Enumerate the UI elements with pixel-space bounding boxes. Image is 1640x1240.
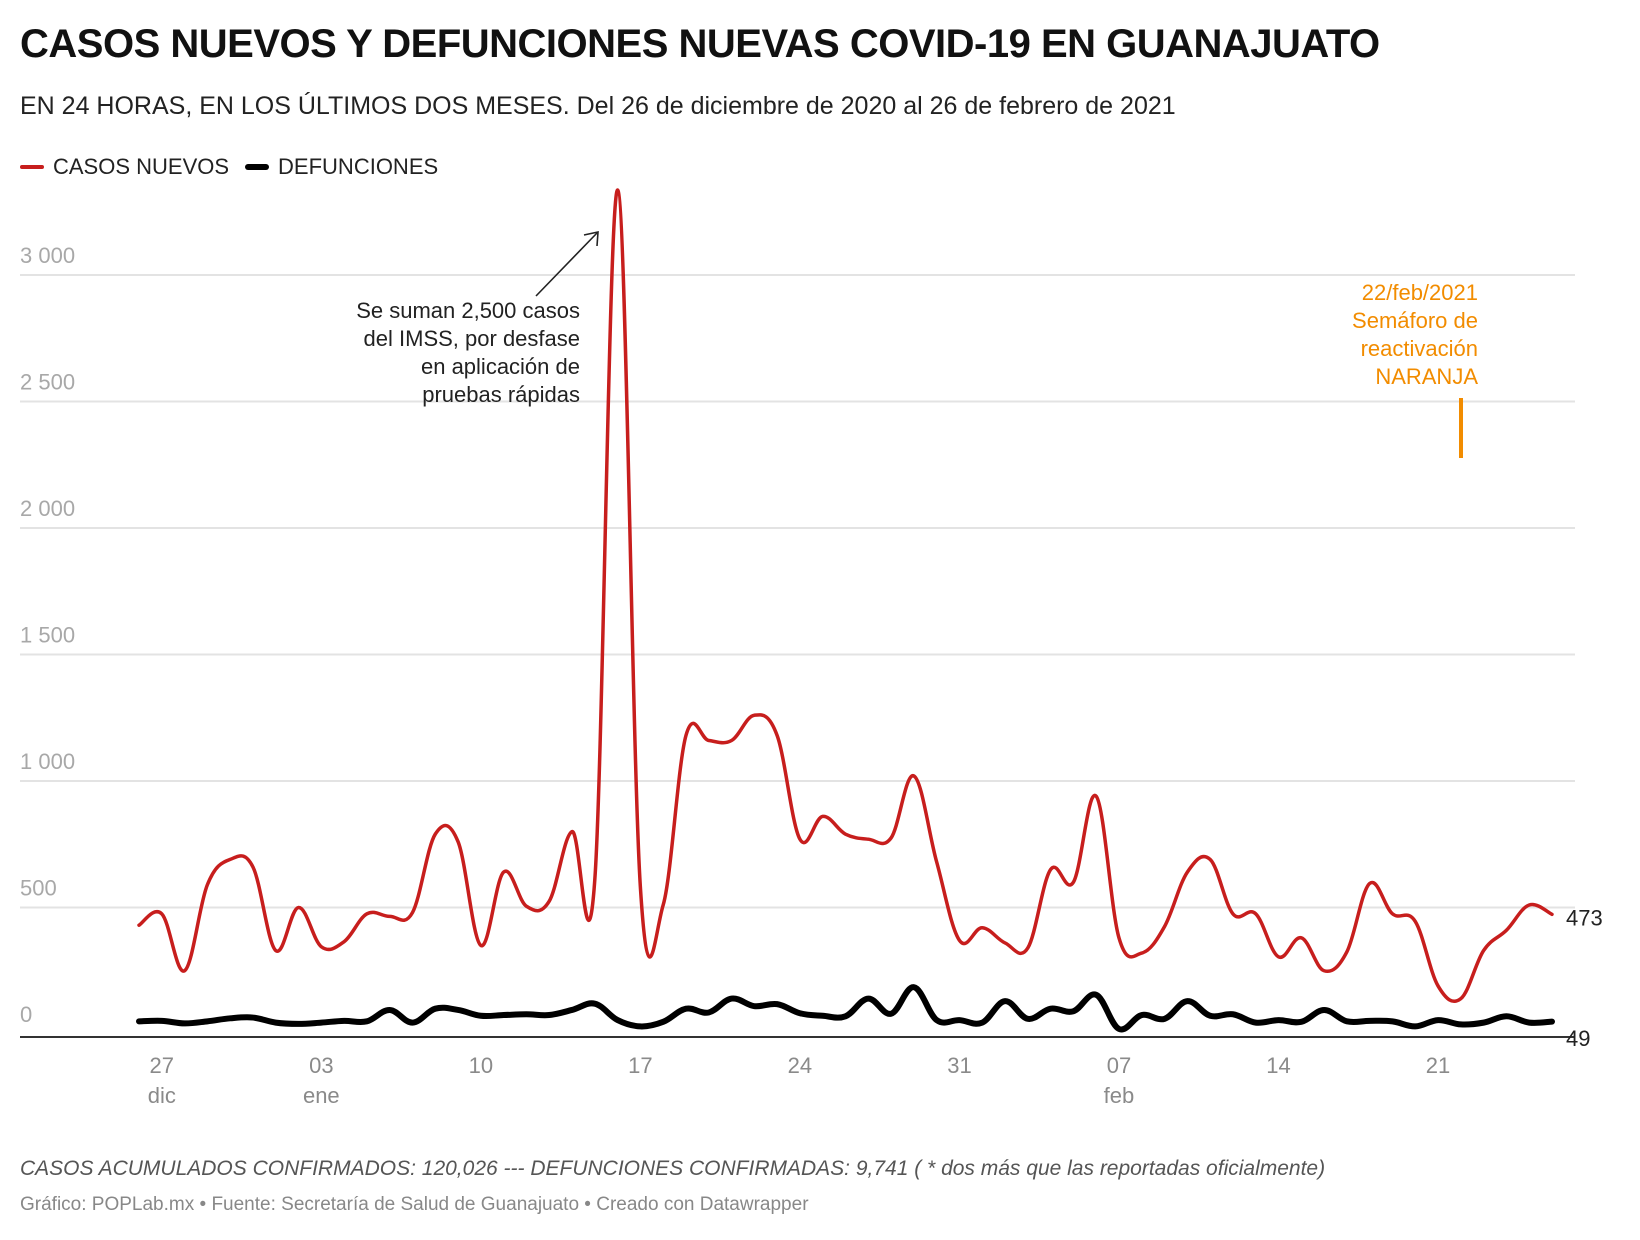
footer-byline: Gráfico: POPLab.mx • Fuente: Secretaría … [20, 1194, 809, 1215]
legend-item-defunciones: DEFUNCIONES [245, 154, 438, 180]
annotation-arrow [535, 232, 598, 297]
x-tick-label: 21 [1426, 1053, 1450, 1078]
annotation-semaforo-text: reactivación [1361, 336, 1478, 361]
x-tick-label: 31 [947, 1053, 971, 1078]
annotation-arrowhead [583, 230, 599, 247]
x-tick-sublabel: feb [1104, 1083, 1135, 1108]
legend-swatch-defunciones [245, 164, 270, 170]
annotation-imss-text: pruebas rápidas [422, 382, 580, 407]
end-label-defunciones: 49 [1566, 1026, 1590, 1051]
x-tick-label: 03 [309, 1053, 333, 1078]
legend-label-defunciones: DEFUNCIONES [278, 154, 439, 179]
series-line-casos [137, 188, 1554, 1003]
x-tick-label: 14 [1266, 1053, 1290, 1078]
y-tick-label: 1 000 [20, 749, 75, 774]
annotation-imss-text: Se suman 2,500 casos [356, 298, 580, 323]
x-tick-sublabel: ene [303, 1083, 340, 1108]
legend-label-casos: CASOS NUEVOS [53, 154, 230, 179]
x-tick-label: 27 [150, 1053, 174, 1078]
annotation-semaforo-text: NARANJA [1375, 364, 1478, 389]
legend-item-casos: CASOS NUEVOS [20, 154, 229, 180]
x-tick-label: 17 [628, 1053, 652, 1078]
end-label-casos: 473 [1566, 905, 1603, 930]
y-tick-label: 2 500 [20, 370, 75, 395]
legend-swatch-casos [20, 165, 44, 169]
y-tick-label: 3 000 [20, 243, 75, 268]
footer-notes: CASOS ACUMULADOS CONFIRMADOS: 120,026 --… [20, 1157, 1326, 1180]
annotation-imss-text: del IMSS, por desfase [364, 326, 580, 351]
x-tick-label: 07 [1107, 1053, 1131, 1078]
annotation-semaforo-text: 22/feb/2021 [1362, 280, 1478, 305]
x-tick-label: 24 [788, 1053, 812, 1078]
x-tick-label: 10 [469, 1053, 493, 1078]
series-line-defunciones [136, 984, 1555, 1033]
y-tick-label: 2 000 [20, 496, 75, 521]
x-tick-sublabel: dic [148, 1083, 176, 1108]
annotation-imss-text: en aplicación de [421, 354, 580, 379]
chart-title: CASOS NUEVOS Y DEFUNCIONES NUEVAS COVID-… [20, 22, 1380, 66]
y-tick-label: 1 500 [20, 623, 75, 648]
y-tick-label: 0 [20, 1002, 32, 1027]
annotation-semaforo-text: Semáforo de [1352, 308, 1478, 333]
legend: CASOS NUEVOS DEFUNCIONES [20, 154, 454, 180]
y-tick-label: 500 [20, 876, 57, 901]
chart-subtitle: EN 24 HORAS, EN LOS ÚLTIMOS DOS MESES. D… [20, 92, 1176, 120]
